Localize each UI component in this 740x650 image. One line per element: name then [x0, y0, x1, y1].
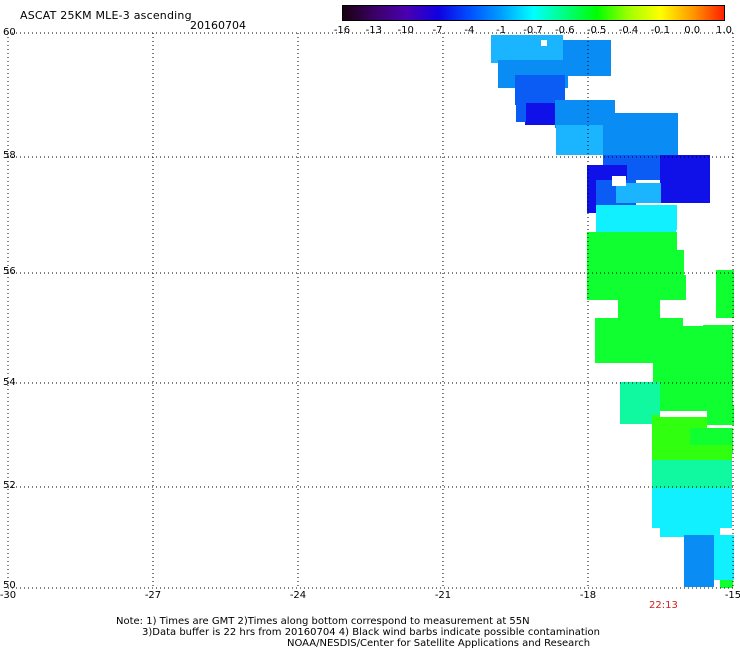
colorbar-label: -0.4	[618, 25, 639, 36]
swath-cell	[603, 113, 678, 158]
colorbar-label: -7	[432, 25, 443, 36]
colorbar-labels: -16 -13 -10 -7 -4 -1 -0.7 -0.6 -0.5 -0.4 -0.1 0.0 1.…	[0, 25, 740, 39]
swath-data	[491, 35, 734, 588]
map-title: ASCAT 25KM MLE-3 ascending	[20, 9, 192, 22]
swath-cell	[618, 298, 660, 318]
swath-cell	[556, 125, 606, 155]
longitude-tick-label: -24	[289, 590, 307, 601]
colorbar	[342, 5, 725, 21]
colorbar-label: -1	[496, 25, 507, 36]
swath-cell	[707, 405, 734, 425]
swath-gap	[683, 318, 703, 326]
grid-lines	[7, 32, 734, 589]
longitude-tick-label: -18	[579, 590, 597, 601]
latitude-tick-label: 54	[3, 377, 16, 388]
longitude-tick-label: -15	[724, 590, 740, 601]
pass-time-label: 22:13	[649, 600, 678, 611]
swath-gap	[541, 40, 547, 46]
swath-cell	[652, 445, 732, 460]
swath-cell	[652, 460, 732, 490]
colorbar-label: -13	[365, 25, 382, 36]
latitude-tick-label: 60	[3, 27, 16, 38]
swath-cell	[653, 363, 733, 411]
longitude-tick-label: -27	[144, 590, 162, 601]
swath-cell	[720, 580, 733, 588]
swath-cell	[660, 155, 710, 203]
longitude-tick-label: -21	[434, 590, 452, 601]
latitude-tick-label: 52	[3, 480, 16, 491]
swath-gap	[612, 176, 626, 186]
colorbar-label: -0.1	[650, 25, 671, 36]
swath-cell	[516, 100, 526, 122]
swath-cell	[651, 318, 683, 363]
swath-cell	[684, 535, 714, 587]
colorbar-label: -16	[333, 25, 351, 36]
note-line-2: 3)Data buffer is 22 hrs from 20160704 4)…	[142, 627, 600, 638]
colorbar-label: -10	[397, 25, 414, 36]
swath-cell	[716, 270, 734, 318]
colorbar-label: 0.0	[684, 25, 701, 36]
latitude-tick-label: 50	[3, 580, 16, 591]
note-line-3: NOAA/NESDIS/Center for Satellite Applica…	[287, 638, 591, 649]
swath-cell	[616, 183, 661, 203]
swath-cell	[660, 525, 720, 537]
longitude-tick-label: -30	[0, 590, 17, 601]
swath-cell	[563, 40, 611, 76]
swath-cell	[596, 275, 686, 300]
note-line-1: Note: 1) Times are GMT 2)Times along bot…	[116, 616, 530, 627]
swath-cell	[637, 205, 677, 230]
map-date: 20160704	[190, 19, 246, 32]
swath-cell	[714, 535, 734, 580]
colorbar-label: -4	[464, 25, 475, 36]
swath-cell	[525, 103, 555, 125]
colorbar-label: -0.5	[586, 25, 607, 36]
swath-cell	[652, 488, 732, 528]
latitude-tick-label: 56	[3, 266, 16, 277]
colorbar-label: -0.7	[523, 25, 543, 36]
latitude-tick-label: 58	[3, 150, 16, 161]
colorbar-label: 1.0	[716, 25, 732, 36]
swath-gap	[660, 411, 707, 417]
colorbar-label: -0.6	[555, 25, 575, 36]
swath-cell	[491, 35, 563, 63]
